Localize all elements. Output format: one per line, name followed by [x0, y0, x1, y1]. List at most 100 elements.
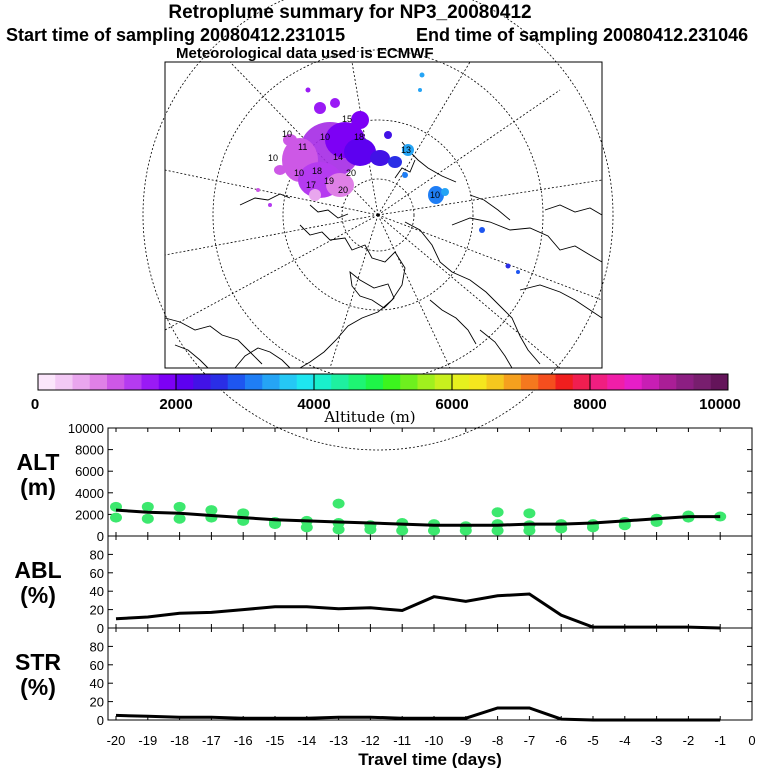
- coastlines: [164, 141, 603, 369]
- y-tick-label: 0: [97, 529, 104, 544]
- x-axis-label: Travel time (days): [358, 750, 502, 768]
- x-tick-label: -7: [524, 733, 536, 748]
- x-tick-label: -16: [234, 733, 253, 748]
- colorbar-swatch: [400, 374, 418, 390]
- y-tick-label: 40: [90, 584, 104, 599]
- colorbar-swatch: [572, 374, 591, 390]
- altitude-dot: [269, 519, 281, 530]
- y-tick-label: 4000: [75, 486, 104, 501]
- colorbar-tick: 0: [31, 396, 39, 413]
- colorbar-swatch: [227, 374, 246, 390]
- colorbar-swatch: [107, 374, 125, 390]
- x-tick-label: -17: [202, 733, 221, 748]
- altitude-dot: [555, 523, 568, 534]
- colorbar-swatch: [607, 374, 625, 390]
- start-time-label: Start time of sampling 20080412.231015: [6, 25, 346, 45]
- altitude-dot: [523, 508, 536, 519]
- x-tick-label: -5: [587, 733, 599, 748]
- panel-abl: 0 20 40 60 80 ABL (%): [14, 535, 753, 636]
- colorbar-tick: 10000: [699, 396, 741, 413]
- colorbar-swatch: [365, 374, 384, 390]
- altitude-dot: [523, 525, 536, 536]
- map-label: 18: [354, 132, 364, 142]
- x-tick-label: -1: [714, 733, 726, 748]
- map-label: 13: [401, 145, 411, 155]
- x-tick-label: -3: [651, 733, 663, 748]
- plume-dots: [256, 72, 520, 274]
- colorbar-swatch: [245, 374, 263, 390]
- colorbar-swatch: [641, 374, 660, 390]
- altitude-dot: [491, 525, 504, 536]
- panel-frame: [107, 535, 753, 629]
- altitude-dot: [173, 501, 186, 512]
- colorbar-swatch: [72, 374, 91, 390]
- y-tick-label: 2000: [75, 507, 104, 522]
- altitude-dot: [491, 507, 504, 518]
- colorbar-swatch: [383, 374, 401, 390]
- altitude-dot: [396, 525, 409, 536]
- y-tick-label: 60: [90, 658, 104, 673]
- colorbar-swatch: [158, 374, 177, 390]
- map-label: 10: [320, 132, 330, 142]
- colorbar-swatch: [55, 374, 73, 390]
- y-tick-label: 6000: [75, 464, 104, 479]
- x-tick-label: -18: [170, 733, 189, 748]
- colorbar-swatch: [434, 374, 453, 390]
- colorbar-swatch: [624, 374, 643, 390]
- map-label: 15: [342, 114, 352, 124]
- map-label: 20: [346, 168, 356, 178]
- colorbar-swatch: [348, 374, 367, 390]
- latitude-circles: [142, 0, 614, 451]
- y-tick-label: 80: [90, 547, 104, 562]
- altitude-dot: [364, 524, 377, 535]
- colorbar-tick-labels: 0 2000 4000 6000 8000 10000: [31, 396, 741, 413]
- map-label: 20: [338, 185, 348, 195]
- altitude-dot: [205, 505, 218, 516]
- colorbar-swatch: [141, 374, 160, 390]
- panel-ylabel-line: (%): [20, 674, 56, 700]
- colorbar-swatch: [193, 374, 211, 390]
- map-label: 10: [268, 153, 278, 163]
- panel-ylabel: ABL (%): [14, 557, 61, 608]
- map-label: 10: [430, 190, 440, 200]
- x-tick-label: -8: [492, 733, 504, 748]
- colorbar-swatch: [89, 374, 108, 390]
- x-tick-label: -15: [266, 733, 285, 748]
- colorbar-swatch: [676, 374, 694, 390]
- x-tick-label: -20: [107, 733, 126, 748]
- x-tick-label: -6: [555, 733, 567, 748]
- map-label: 19: [324, 176, 334, 186]
- y-tick-label: 20: [90, 603, 104, 618]
- altitude-dot: [110, 512, 122, 523]
- panel-ylabel-line: (m): [20, 474, 56, 500]
- panel-ylabel-line: ALT: [16, 449, 59, 475]
- map-label: 11: [298, 142, 307, 152]
- colorbar-swatch: [296, 374, 315, 390]
- colorbar-swatch: [590, 374, 608, 390]
- panel-ylabel-line: ABL: [14, 557, 61, 583]
- map-label: 10: [282, 129, 292, 139]
- y-tick-label: 20: [90, 695, 104, 710]
- colorbar: [38, 374, 729, 390]
- colorbar-swatch: [710, 374, 729, 390]
- colorbar-swatch: [210, 374, 229, 390]
- x-tick-label: -2: [683, 733, 695, 748]
- altitude-dot: [618, 520, 631, 531]
- colorbar-swatch: [521, 374, 539, 390]
- colorbar-swatch: [314, 374, 332, 390]
- colorbar-swatch: [693, 374, 712, 390]
- altitude-dot: [587, 522, 599, 533]
- altitude-dot: [332, 524, 345, 535]
- x-tick-label: -13: [329, 733, 348, 748]
- y-tick-label: 0: [97, 713, 104, 728]
- altitude-dot: [173, 513, 186, 524]
- panel-frame: [107, 627, 753, 721]
- y-tick-label: 8000: [75, 443, 104, 458]
- map-content: 10 10 10 10 11 14 18 19 20 18 13 10 20 1…: [142, 0, 614, 451]
- colorbar-label: Altitude (m): [323, 408, 415, 426]
- altitude-dot: [428, 525, 440, 536]
- colorbar-frame: [37, 373, 729, 391]
